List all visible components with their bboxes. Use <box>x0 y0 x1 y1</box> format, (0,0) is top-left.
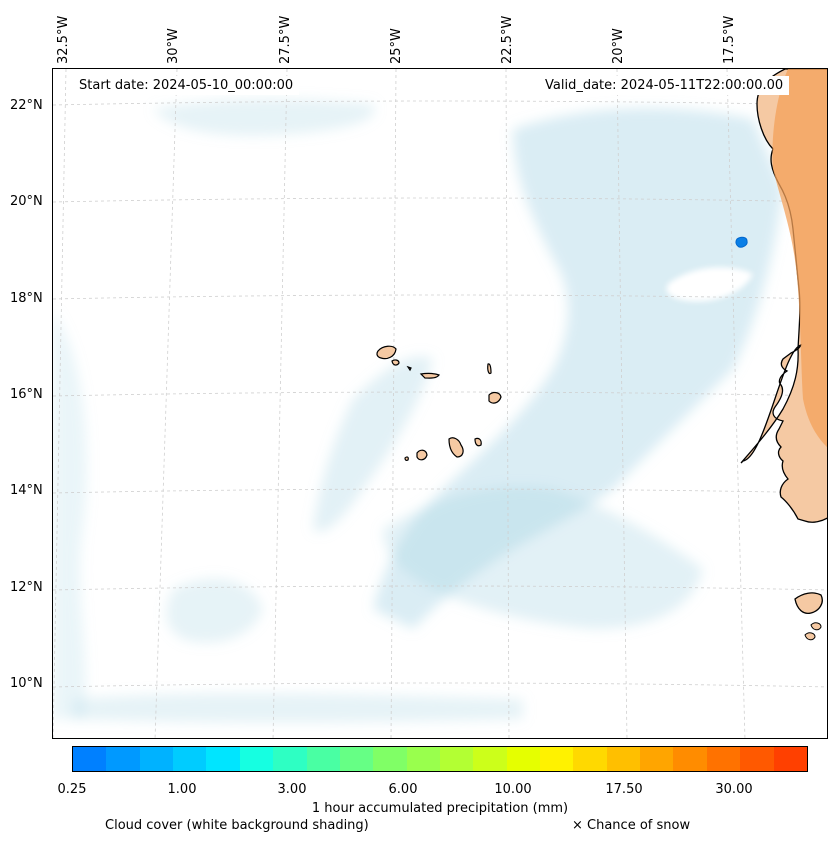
cloud-band-bottom <box>73 693 523 723</box>
colorbar-segment-5 <box>239 747 274 771</box>
colorbar-segment-1 <box>106 747 140 771</box>
cloud-band-central <box>313 356 433 532</box>
map-canvas <box>53 69 827 738</box>
island-brava <box>404 456 409 461</box>
lat-label-10n: 10°N <box>10 676 43 691</box>
graticule-parallel-18n <box>53 294 827 300</box>
graticule-parallel-22n <box>53 100 827 106</box>
lat-label-14n: 14°N <box>10 483 43 498</box>
colorbar-segment-4 <box>206 747 240 771</box>
map-panel: Start date: 2024-05-10_00:00:00 Valid_da… <box>52 68 828 739</box>
graticule-parallel-20n <box>53 197 827 203</box>
valid-date-label: Valid_date: 2024-05-11T22:00:00.00 <box>539 76 790 95</box>
bijagos-islet-1 <box>810 622 822 631</box>
lon-label-27-5w: 27.5°W <box>278 15 293 64</box>
precipitation-layer <box>735 236 748 248</box>
island-sao-vicente <box>391 359 400 366</box>
graticule-meridian-27-5w <box>272 69 288 738</box>
colorbar-tick-30-00: 30.00 <box>715 782 753 797</box>
island-santiago <box>448 437 464 458</box>
colorbar-segment-21 <box>773 747 807 771</box>
island-maio <box>474 437 482 447</box>
colorbar-tick-10-00: 10.00 <box>494 782 532 797</box>
cloud-cover-legend: Cloud cover (white background shading) <box>105 818 369 833</box>
cape-verde-islands <box>376 345 502 461</box>
cloud-band-north <box>153 99 375 136</box>
colorbar-segment-10 <box>406 747 440 771</box>
cloud-cover-layer <box>53 99 783 723</box>
colorbar-tick-1-00: 1.00 <box>167 782 197 797</box>
precipitation-colorbar <box>72 746 808 772</box>
african-coast <box>740 69 827 641</box>
lat-label-20n: 20°N <box>10 194 43 209</box>
precipitation-spot <box>735 236 748 248</box>
hot-dry-region <box>772 69 827 448</box>
graticule-meridian-20w <box>616 69 628 738</box>
graticule-meridian-32-5w <box>53 69 67 738</box>
clear-sky-gap <box>666 267 753 302</box>
cloud-band-south <box>383 486 703 629</box>
snow-legend: × Chance of snow <box>572 818 691 833</box>
lon-label-22-5w: 22.5°W <box>500 15 515 64</box>
colorbar-segment-15 <box>573 747 607 771</box>
cloud-band-west <box>53 309 87 719</box>
island-boa-vista <box>488 391 502 404</box>
clear-gap-shape <box>666 267 753 302</box>
graticule-parallel-14n <box>53 488 827 494</box>
colorbar-segment-13 <box>506 747 541 771</box>
lat-label-16n: 16°N <box>10 387 43 402</box>
lon-label-25w: 25°W <box>389 28 404 64</box>
lat-label-18n: 18°N <box>10 291 43 306</box>
colorbar-segment-3 <box>173 747 207 771</box>
graticule-parallel-12n <box>53 585 827 591</box>
colorbar-segment-2 <box>139 747 174 771</box>
lat-label-12n: 12°N <box>10 580 43 595</box>
island-fogo <box>416 449 428 461</box>
colorbar-segment-20 <box>740 747 774 771</box>
colorbar-segment-16 <box>606 747 641 771</box>
graticule-meridian-25w <box>390 69 397 738</box>
colorbar-segment-7 <box>306 747 340 771</box>
lon-label-20w: 20°W <box>611 28 626 64</box>
cloud-patch-southwest <box>166 578 263 643</box>
island-sal <box>487 363 492 375</box>
graticule-meridian-30w <box>154 69 178 738</box>
colorbar-tick-3-00: 3.00 <box>277 782 307 797</box>
colorbar-segment-8 <box>339 747 374 771</box>
colorbar-tick-0-25: 0.25 <box>57 782 87 797</box>
island-santa-luzia <box>406 365 412 372</box>
graticule-meridian-22-5w <box>505 69 510 738</box>
colorbar-segment-12 <box>473 747 507 771</box>
colorbar-tick-17-50: 17.50 <box>605 782 643 797</box>
bissau-coast <box>794 592 823 615</box>
graticule-parallel-16n <box>53 391 827 397</box>
bijagos-islet-2 <box>804 632 816 641</box>
colorbar-segment-14 <box>540 747 574 771</box>
colorbar-segment-6 <box>273 747 307 771</box>
lon-label-32-5w: 32.5°W <box>56 15 71 64</box>
lon-label-17-5w: 17.5°W <box>722 15 737 64</box>
start-date-label: Start date: 2024-05-10_00:00:00 <box>73 76 300 95</box>
colorbar-segment-0 <box>73 747 107 771</box>
lat-label-22n: 22°N <box>10 98 43 113</box>
island-sao-nicolau <box>419 372 440 379</box>
graticule-parallel-10n <box>53 682 827 688</box>
colorbar-segment-18 <box>673 747 707 771</box>
colorbar-segment-19 <box>706 747 741 771</box>
lon-label-30w: 30°W <box>166 28 181 64</box>
colorbar-segment-17 <box>640 747 674 771</box>
colorbar-segment-9 <box>373 747 407 771</box>
island-santo-antao <box>376 345 397 360</box>
colorbar-segment-11 <box>439 747 474 771</box>
colorbar-tick-6-00: 6.00 <box>388 782 418 797</box>
colorbar-title: 1 hour accumulated precipitation (mm) <box>311 801 569 816</box>
graticule <box>53 69 827 738</box>
graticule-meridian-17-5w <box>726 69 746 738</box>
